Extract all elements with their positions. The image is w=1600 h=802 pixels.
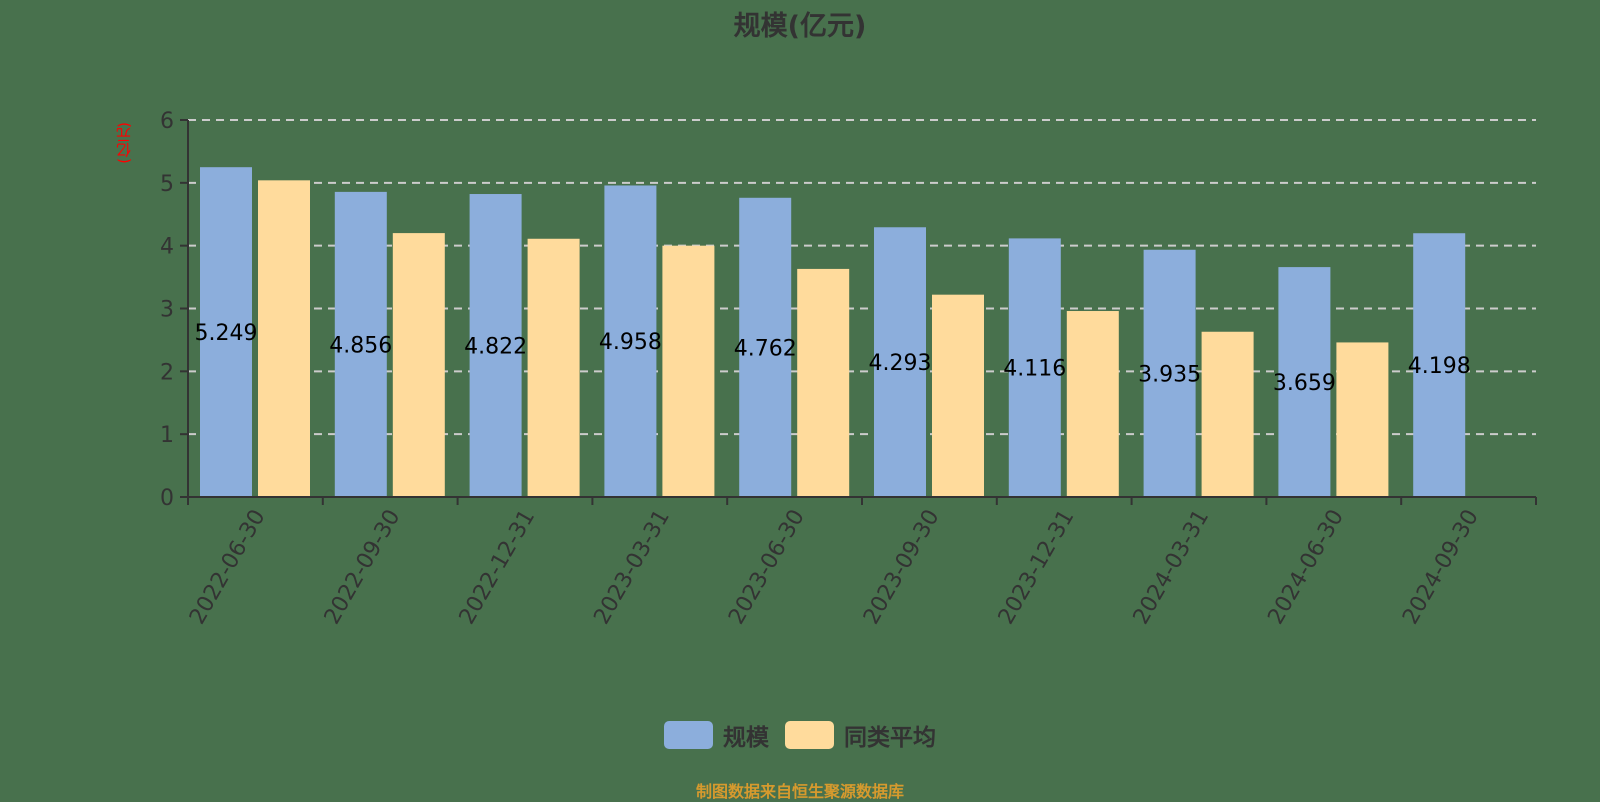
legend: 规模 同类平均 (0, 718, 1600, 752)
x-tick-label: 2024-03-31 (1129, 506, 1215, 629)
x-tick-label: 2023-06-30 (724, 506, 810, 629)
bar-scale (1278, 267, 1331, 497)
bar-peer-average (392, 233, 445, 497)
bar-value-label: 4.856 (329, 333, 392, 358)
bar-peer-average (258, 180, 310, 497)
bar-value-label: 4.116 (1003, 357, 1066, 382)
x-tick-label: 2024-09-30 (1398, 506, 1484, 629)
x-tick-label: 2023-09-30 (859, 506, 945, 629)
bar-scale (1008, 238, 1061, 498)
bar-peer-average (1066, 311, 1119, 497)
legend-label-scale: 规模 (723, 725, 769, 751)
data-source-note: 制图数据来自恒生聚源数据库 (695, 782, 904, 801)
bar-peer-average (932, 294, 984, 497)
bar-value-label: 4.762 (734, 336, 797, 361)
y-tick-label: 3 (160, 298, 174, 323)
x-tick-label: 2022-09-30 (320, 506, 406, 629)
bar-value-label: 3.659 (1273, 371, 1336, 396)
bar-scale (469, 194, 522, 497)
x-tick-label: 2022-06-30 (185, 506, 271, 629)
x-tick-label: 2022-12-31 (455, 506, 541, 629)
x-tick-label: 2023-03-31 (589, 506, 675, 629)
bar-peer-average (662, 245, 715, 497)
legend-swatch-peer-average (785, 721, 834, 749)
bar-scale (604, 185, 657, 497)
x-tick-label: 2023-12-31 (994, 506, 1080, 629)
bar-value-label: 3.935 (1138, 362, 1201, 387)
bar-scale (1143, 249, 1196, 497)
bar-scale (874, 227, 926, 497)
bar-scale (1413, 233, 1466, 498)
y-tick-label: 6 (160, 109, 174, 134)
bar-scale (739, 197, 792, 498)
legend-label-peer-average: 同类平均 (844, 725, 936, 751)
y-tick-label: 2 (160, 360, 174, 385)
bar-scale (200, 167, 252, 497)
legend-swatch-scale (664, 721, 713, 749)
bar-peer-average (527, 238, 580, 497)
y-tick-label: 4 (160, 235, 174, 260)
y-tick-label: 0 (160, 486, 174, 511)
bar-chart: 0 1 2 3 4 5 6 5.249 2022-06-30 4.856 2022-09-30 4.8… (160, 109, 1537, 629)
bar-value-label: 4.198 (1408, 354, 1471, 379)
bar-peer-average (1336, 342, 1389, 497)
y-tick-label: 1 (160, 423, 174, 448)
bar-peer-average (797, 268, 850, 497)
bar-value-label: 5.249 (195, 321, 258, 346)
bar-value-label: 4.958 (599, 330, 662, 355)
x-tick-label: 2024-06-30 (1263, 506, 1349, 629)
bar-scale (334, 191, 387, 497)
bar-peer-average (1201, 331, 1254, 497)
chart-title: 规模(亿元) (733, 11, 867, 42)
legend-item-scale[interactable]: 规模 (664, 718, 769, 752)
y-tick-label: 5 (160, 172, 174, 197)
legend-item-peer-average[interactable]: 同类平均 (785, 718, 936, 752)
bar-value-label: 4.822 (464, 335, 527, 360)
bar-value-label: 4.293 (869, 351, 932, 376)
